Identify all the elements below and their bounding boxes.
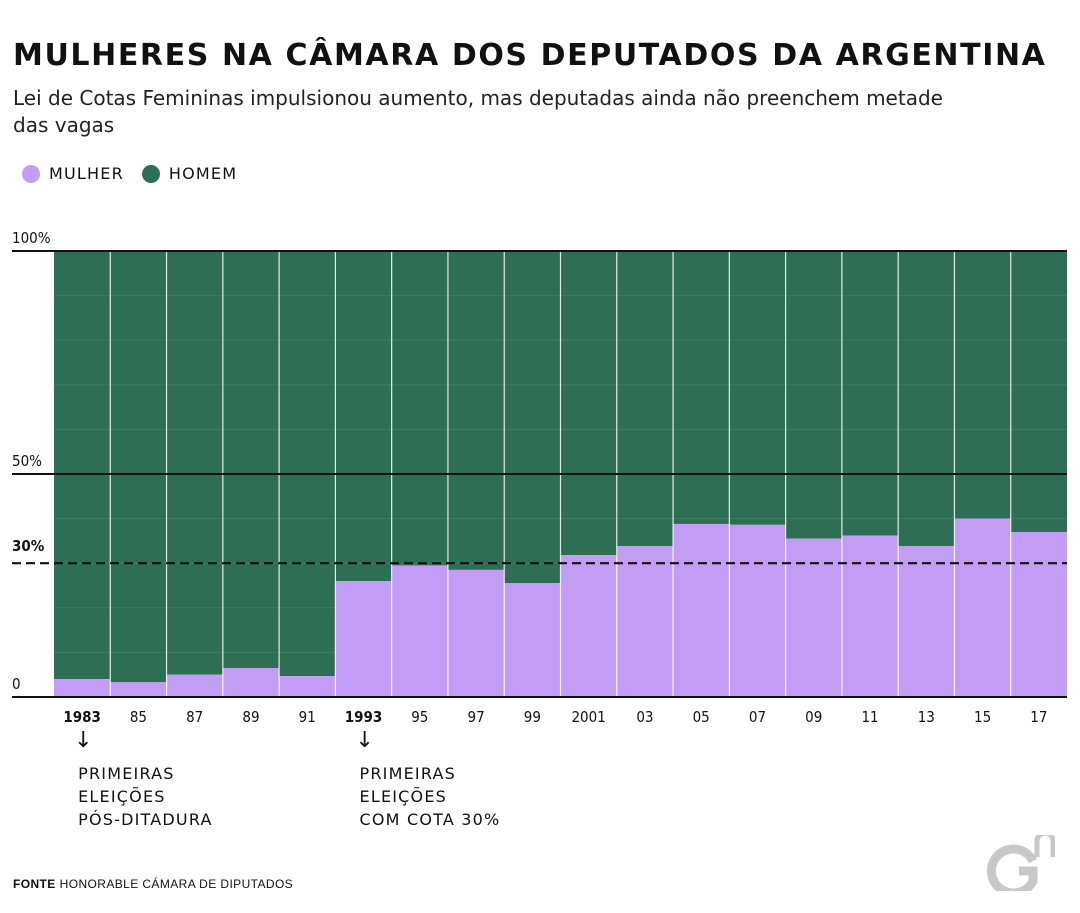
legend-item-homem: HOMEM <box>141 164 238 183</box>
x-tick-label-91: 91 <box>299 708 316 726</box>
bar-mulher-85 <box>110 682 167 697</box>
stacked-bar-chart: 0 50% 100% 30% 1983 85 87 89 91 1993 95 97 99 2001 03 0… <box>12 229 1067 726</box>
x-tick-label-95: 95 <box>411 708 428 726</box>
annotation-line: COM COTA 30% <box>359 810 501 829</box>
annotation-line: PRIMEIRAS <box>78 764 175 783</box>
y-tick-label: 50% <box>12 452 42 470</box>
y-tick-label: 100% <box>12 229 51 247</box>
chart-title: MULHERES NA CÂMARA DOS DEPUTADOS DA ARGE… <box>13 38 1047 73</box>
x-tick-label-15: 15 <box>974 708 991 726</box>
bar-mulher-89 <box>222 668 280 697</box>
bar-mulher-1993 <box>335 581 392 697</box>
x-tick-label-13: 13 <box>918 708 935 726</box>
x-tick-label-85: 85 <box>130 708 147 726</box>
bar-mulher-09 <box>785 538 842 697</box>
bar-homem-05 <box>673 251 730 524</box>
bar-homem-17 <box>1010 251 1067 532</box>
legend-label-mulher: MULHER <box>49 164 124 183</box>
x-tick-label-17: 17 <box>1030 708 1047 726</box>
bar-homem-95 <box>391 251 448 566</box>
chart-subtitle: Lei de Cotas Femininas impulsionou aumen… <box>13 86 943 137</box>
x-tick-label-89: 89 <box>242 708 259 726</box>
bar-mulher-15 <box>954 518 1011 697</box>
annotation-arrow-icon: ↓ <box>355 728 374 753</box>
gn-logo-icon <box>986 835 1055 891</box>
annotation-line: PÓS-DITADURA <box>78 810 213 829</box>
x-tick-label-1993: 1993 <box>345 708 383 726</box>
legend-swatch-mulher <box>22 164 40 183</box>
x-tick-label-97: 97 <box>467 708 484 726</box>
annotation-line: PRIMEIRAS <box>359 764 457 783</box>
bar-homem-07 <box>729 251 786 525</box>
annotation-line: ELEIÇÕES <box>78 787 166 806</box>
bar-mulher-95 <box>391 565 448 697</box>
bar-mulher-13 <box>898 546 955 697</box>
annotation-text-1993: PRIMEIRAS ELEIÇÕES COM COTA 30% <box>360 762 501 831</box>
x-tick-label-1983: 1983 <box>63 708 101 726</box>
bar-homem-91 <box>279 251 336 677</box>
bar-mulher-97 <box>447 569 505 697</box>
bar-mulher-2001 <box>560 555 617 697</box>
bar-mulher-1983 <box>54 679 111 697</box>
bar-homem-97 <box>447 251 505 570</box>
x-tick-label-03: 03 <box>636 708 653 726</box>
x-tick-label-99: 99 <box>524 708 541 726</box>
bar-homem-1983 <box>54 251 111 680</box>
x-tick-label-87: 87 <box>186 708 203 726</box>
bar-mulher-17 <box>1010 531 1067 697</box>
bar-homem-03 <box>616 251 674 547</box>
bar-homem-09 <box>785 251 842 539</box>
bar-homem-2001 <box>560 251 617 556</box>
legend-swatch-homem <box>141 164 160 183</box>
bar-mulher-07 <box>729 524 786 697</box>
legend-item-mulher: MULHER <box>22 164 124 183</box>
bar-mulher-99 <box>504 583 561 697</box>
x-tick-label-09: 09 <box>805 708 822 726</box>
bar-homem-1993 <box>335 251 392 582</box>
annotation-text-1983: PRIMEIRAS ELEIÇÕES PÓS-DITADURA <box>78 762 213 831</box>
bar-homem-99 <box>504 251 561 584</box>
bar-homem-13 <box>898 251 955 547</box>
source-label: FONTE <box>13 877 56 891</box>
source-note: FONTE HONORABLE CÁMARA DE DIPUTADOS <box>13 877 293 891</box>
x-tick-label-05: 05 <box>693 708 710 726</box>
bar-homem-11 <box>841 251 899 536</box>
x-tick-label-2001: 2001 <box>571 708 605 726</box>
reference-line-label: 30% <box>12 537 45 555</box>
bar-homem-85 <box>110 251 167 683</box>
bar-mulher-03 <box>616 546 674 697</box>
source-text: HONORABLE CÁMARA DE DIPUTADOS <box>59 877 294 891</box>
legend-label-homem: HOMEM <box>168 164 238 183</box>
bar-homem-87 <box>166 251 223 675</box>
legend: MULHER HOMEM <box>22 164 255 183</box>
bar-mulher-11 <box>841 535 899 697</box>
annotation-line: ELEIÇÕES <box>359 787 447 806</box>
bar-mulher-91 <box>279 676 336 697</box>
annotation-arrow-icon: ↓ <box>74 728 93 753</box>
bar-mulher-05 <box>673 523 730 697</box>
bar-mulher-87 <box>166 674 223 697</box>
x-tick-label-11: 11 <box>861 708 878 726</box>
x-tick-label-07: 07 <box>749 708 766 726</box>
y-tick-label: 0 <box>12 675 21 693</box>
bar-homem-89 <box>222 251 280 669</box>
